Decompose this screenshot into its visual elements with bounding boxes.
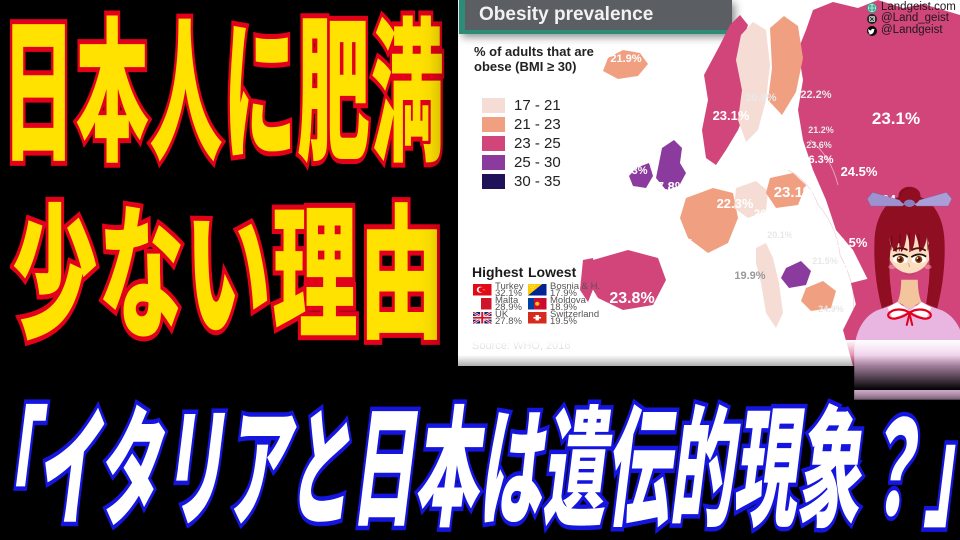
svg-text:21.6%: 21.6%: [652, 236, 695, 253]
svg-text:23.8%: 23.8%: [609, 290, 654, 307]
svg-text:26%: 26%: [754, 208, 776, 220]
svg-text:23.1%: 23.1%: [872, 109, 920, 128]
svg-text:19.9%: 19.9%: [734, 270, 765, 282]
svg-text:23.1%: 23.1%: [713, 108, 750, 123]
svg-text:21.9%: 21.9%: [610, 53, 641, 65]
svg-text:24.5%: 24.5%: [841, 164, 878, 179]
svg-text:26.3%: 26.3%: [802, 154, 833, 166]
svg-text:24.9%: 24.9%: [818, 304, 844, 314]
svg-text:20.6%: 20.6%: [745, 92, 776, 104]
svg-text:25.3%: 25.3%: [616, 165, 647, 177]
svg-text:21.2%: 21.2%: [808, 125, 834, 135]
svg-text:22.3%: 22.3%: [717, 196, 754, 211]
svg-text:22.2%: 22.2%: [800, 89, 831, 101]
svg-text:23.6%: 23.6%: [806, 140, 832, 150]
svg-text:27.8%: 27.8%: [650, 179, 687, 194]
svg-text:23.1%: 23.1%: [774, 184, 817, 201]
svg-text:26.4%: 26.4%: [790, 233, 821, 245]
svg-text:20.1%: 20.1%: [767, 230, 793, 240]
